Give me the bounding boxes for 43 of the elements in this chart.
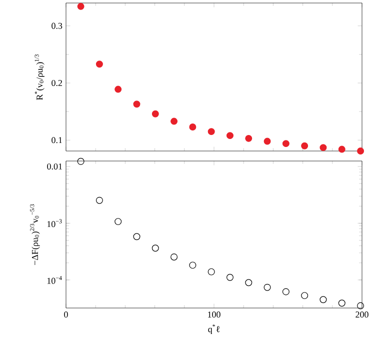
point: [357, 302, 364, 310]
point: [245, 134, 252, 142]
point: [96, 60, 103, 68]
point: [226, 274, 234, 281]
point: [282, 288, 290, 296]
point: [357, 148, 364, 154]
point: [189, 124, 196, 130]
point: [264, 138, 271, 145]
point: [152, 110, 159, 118]
point: [170, 253, 178, 260]
point: [77, 2, 84, 10]
x-axis-title: q$^{*}$ℓ: [208, 324, 220, 334]
point: [133, 100, 140, 108]
point: [320, 144, 327, 152]
point: [170, 118, 178, 125]
y-tick-label: 10$^{−3}$: [47, 219, 62, 228]
point: [114, 218, 122, 226]
y-axis-title: R$^{*}$(v$_{0}$/ρu$_{0}$)$^{1/3}$: [34, 54, 44, 100]
point: [301, 142, 308, 150]
y-tick-label: 0.2: [52, 80, 62, 86]
point: [114, 86, 122, 93]
point: [338, 300, 346, 307]
y-tick-label: 10$^{−4}$: [47, 276, 62, 284]
point: [96, 196, 103, 204]
y-tick-label: 0.01: [47, 163, 62, 170]
point: [320, 296, 327, 304]
point: [208, 128, 215, 136]
x-tick-label: 100: [208, 312, 220, 318]
point: [133, 233, 140, 240]
point: [338, 146, 346, 153]
x-tick-label: 200: [356, 312, 368, 318]
point: [152, 244, 159, 252]
point: [264, 284, 271, 291]
y-tick-label: 0.3: [52, 22, 62, 29]
point: [208, 268, 215, 276]
point: [301, 292, 308, 300]
point: [282, 140, 290, 148]
point: [226, 132, 234, 140]
point: [189, 262, 196, 269]
point: [245, 279, 252, 286]
point: [77, 158, 84, 165]
y-tick-label: 0.1: [52, 137, 62, 144]
x-tick-label: 0: [64, 312, 68, 318]
